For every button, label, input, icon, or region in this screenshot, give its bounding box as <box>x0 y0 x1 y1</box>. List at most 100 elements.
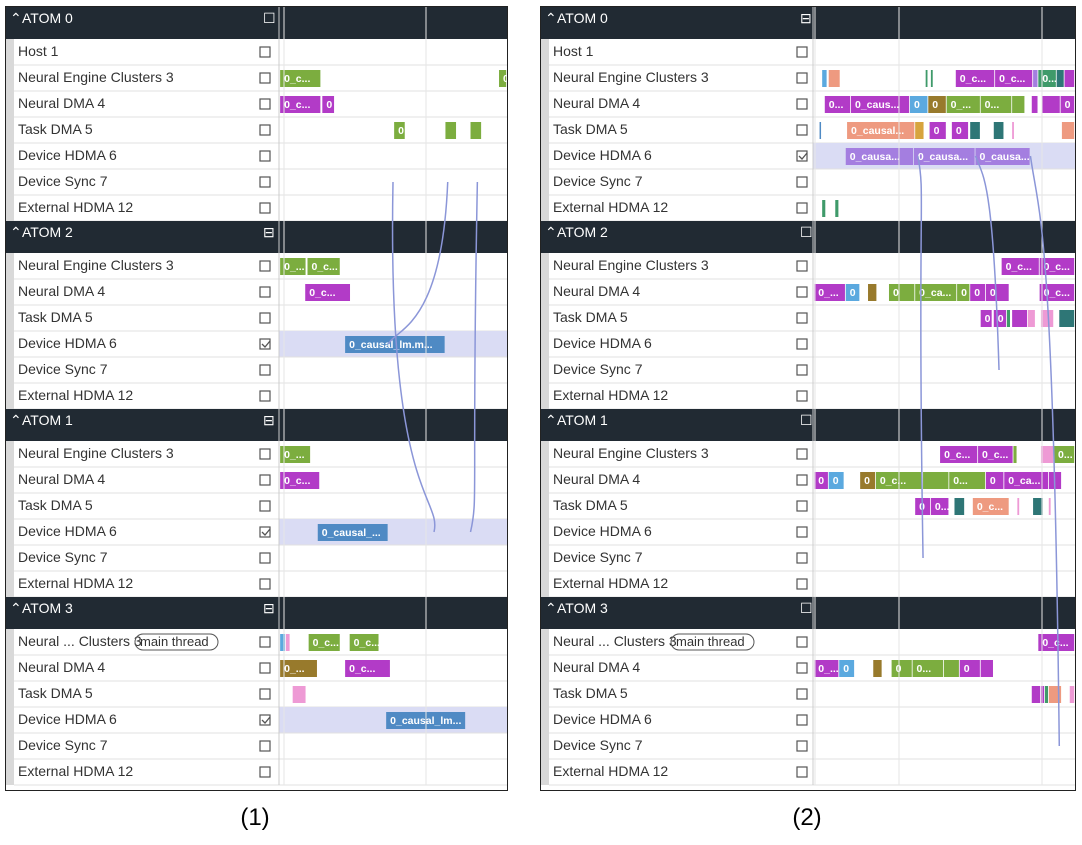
lane-checkbox[interactable] <box>796 390 808 402</box>
trace-bar[interactable] <box>985 472 1004 489</box>
trace-bar[interactable] <box>349 634 379 651</box>
lane-checkbox[interactable] <box>259 448 271 460</box>
trace-bar[interactable] <box>1048 498 1051 515</box>
trace-bar[interactable] <box>828 472 844 489</box>
group-header[interactable] <box>6 597 507 629</box>
lane-checkbox[interactable] <box>796 688 808 700</box>
group-header[interactable] <box>541 409 1075 441</box>
lane-checkbox[interactable] <box>259 312 271 324</box>
lane-checkbox[interactable] <box>796 662 808 674</box>
trace-bar[interactable] <box>946 96 980 113</box>
collapse-caret-icon[interactable]: ⌃ <box>10 600 22 616</box>
trace-bar[interactable] <box>1012 122 1014 139</box>
lane-checkbox[interactable] <box>796 124 808 136</box>
trace-bar[interactable] <box>873 660 882 677</box>
lane-checkbox[interactable] <box>796 98 808 110</box>
trace-bar[interactable] <box>345 336 445 353</box>
trace-bar[interactable] <box>814 472 828 489</box>
lane-checkbox[interactable] <box>796 312 808 324</box>
trace-bar[interactable] <box>285 634 290 651</box>
lane-checkbox[interactable] <box>259 740 271 752</box>
trace-bar[interactable] <box>891 660 912 677</box>
lane-checkbox[interactable] <box>796 740 808 752</box>
trace-bar[interactable] <box>1033 70 1038 87</box>
trace-bar[interactable] <box>308 634 340 651</box>
group-toggle-icon[interactable]: ☐ <box>800 600 813 616</box>
trace-bar[interactable] <box>985 284 1009 301</box>
group-header[interactable] <box>541 597 1075 629</box>
lane-checkbox[interactable] <box>796 636 808 648</box>
trace-bar[interactable] <box>445 122 457 139</box>
trace-bar[interactable] <box>814 660 839 677</box>
group-header[interactable] <box>541 7 1075 39</box>
trace-bar[interactable] <box>912 660 944 677</box>
lane-checkbox[interactable] <box>796 286 808 298</box>
trace-bar[interactable] <box>1004 472 1048 489</box>
lane-checkbox[interactable] <box>796 474 808 486</box>
lane-checkbox[interactable] <box>259 176 271 188</box>
group-toggle-icon[interactable]: ⊟ <box>263 600 275 616</box>
trace-bar[interactable] <box>345 660 390 677</box>
lane-checkbox[interactable] <box>259 338 271 350</box>
lane-checkbox[interactable] <box>259 688 271 700</box>
group-header[interactable] <box>541 221 1075 253</box>
trace-bar[interactable] <box>828 70 840 87</box>
lane-checkbox[interactable] <box>259 124 271 136</box>
trace-bar[interactable] <box>1012 96 1025 113</box>
trace-bar[interactable] <box>1064 70 1075 87</box>
trace-bar[interactable] <box>1033 498 1043 515</box>
lane-checkbox[interactable] <box>796 46 808 58</box>
trace-bar[interactable] <box>322 96 335 113</box>
lane-checkbox[interactable] <box>259 150 271 162</box>
trace-bar[interactable] <box>944 660 959 677</box>
group-toggle-icon[interactable]: ☐ <box>800 412 813 428</box>
trace-bar[interactable] <box>280 660 317 677</box>
lane-checkbox[interactable] <box>796 364 808 376</box>
trace-bar[interactable] <box>868 284 877 301</box>
trace-bar[interactable] <box>1060 96 1075 113</box>
trace-bar[interactable] <box>949 472 986 489</box>
trace-bar[interactable] <box>280 70 321 87</box>
lane-checkbox[interactable] <box>259 72 271 84</box>
trace-bar[interactable] <box>1039 258 1075 275</box>
lane-checkbox[interactable] <box>259 98 271 110</box>
trace-bar[interactable] <box>499 70 507 87</box>
lane-checkbox[interactable] <box>259 636 271 648</box>
trace-bar[interactable] <box>980 96 1012 113</box>
trace-bar[interactable] <box>888 284 915 301</box>
trace-bar[interactable] <box>955 70 995 87</box>
lane-checkbox[interactable] <box>796 766 808 778</box>
trace-bar[interactable] <box>1038 70 1056 87</box>
trace-bar[interactable] <box>280 96 321 113</box>
lane-checkbox[interactable] <box>796 176 808 188</box>
lane-checkbox[interactable] <box>259 662 271 674</box>
trace-bar[interactable] <box>978 446 1013 463</box>
lane-checkbox[interactable] <box>259 552 271 564</box>
trace-bar[interactable] <box>929 122 946 139</box>
trace-bar[interactable] <box>1056 70 1064 87</box>
trace-bar[interactable] <box>930 498 949 515</box>
lane-checkbox[interactable] <box>259 766 271 778</box>
lane-checkbox[interactable] <box>259 474 271 486</box>
lane-checkbox[interactable] <box>259 526 271 538</box>
trace-bar[interactable] <box>1039 284 1075 301</box>
trace-bar[interactable] <box>1044 686 1048 703</box>
trace-bar[interactable] <box>1069 686 1075 703</box>
trace-bar[interactable] <box>959 660 980 677</box>
trace-bar[interactable] <box>1040 310 1054 327</box>
collapse-caret-icon[interactable]: ⌃ <box>545 600 557 616</box>
trace-bar[interactable] <box>1042 96 1060 113</box>
trace-bar[interactable] <box>951 122 969 139</box>
trace-bar[interactable] <box>822 70 827 87</box>
trace-bar[interactable] <box>915 284 957 301</box>
lane-checkbox[interactable] <box>796 578 808 590</box>
trace-bar[interactable] <box>1031 96 1038 113</box>
lane-checkbox[interactable] <box>796 72 808 84</box>
lane-checkbox[interactable] <box>259 390 271 402</box>
trace-bar[interactable] <box>1040 686 1045 703</box>
trace-bar[interactable] <box>280 634 286 651</box>
lane-checkbox[interactable] <box>796 260 808 272</box>
lane-checkbox[interactable] <box>796 714 808 726</box>
trace-bar[interactable] <box>819 122 822 139</box>
collapse-caret-icon[interactable]: ⌃ <box>545 10 557 26</box>
